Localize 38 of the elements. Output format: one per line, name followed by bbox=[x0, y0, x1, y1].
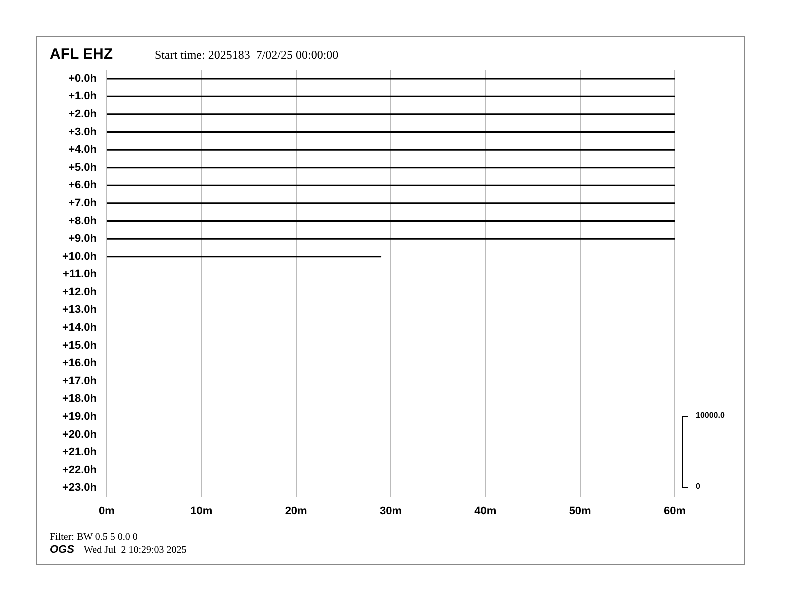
chart-subtitle: Start time: 2025183 7/02/25 00:00:00 bbox=[155, 48, 339, 62]
y-tick-label: +5.0h bbox=[68, 162, 98, 174]
y-tick-label: +22.0h bbox=[62, 464, 98, 476]
y-tick-label: +14.0h bbox=[62, 322, 98, 334]
chart-title: AFL EHZ bbox=[50, 46, 114, 63]
y-tick-label: +8.0h bbox=[68, 215, 98, 228]
y-tick-label: +16.0h bbox=[62, 358, 98, 370]
y-tick-label: +3.0h bbox=[68, 126, 98, 138]
text: Wed Jul 2 10:29:03 2025 bbox=[84, 545, 187, 556]
y-tick-label: +0.0h bbox=[68, 72, 98, 85]
y-tick-label: +9.0h bbox=[68, 233, 98, 246]
y-tick-label: +12.0h bbox=[62, 286, 98, 298]
y-tick-label: +10.0h bbox=[62, 250, 98, 263]
x-tick-label: 60m bbox=[664, 506, 686, 518]
y-tick-label: +13.0h bbox=[62, 304, 98, 316]
y-tick-label: +11.0h bbox=[63, 268, 98, 281]
x-tick-label: 40m bbox=[474, 506, 497, 518]
text: Filter: BW 0.5 5 0.0 0 bbox=[50, 532, 138, 543]
text: OGS bbox=[50, 544, 74, 556]
y-tick-label: +23.0h bbox=[62, 482, 98, 494]
x-tick-label: 10m bbox=[190, 506, 213, 518]
y-tick-label: +7.0h bbox=[68, 197, 98, 210]
y-tick-label: +2.0h bbox=[68, 108, 98, 121]
y-tick-label: +4.0h bbox=[68, 144, 98, 156]
y-tick-label: +1.0h bbox=[68, 90, 98, 103]
y-tick-label: +6.0h bbox=[68, 180, 98, 192]
y-tick-label: +18.0h bbox=[62, 393, 98, 406]
y-tick-label: +20.0h bbox=[62, 428, 98, 441]
x-tick-label: 50m bbox=[569, 506, 592, 518]
x-tick-label: 20m bbox=[285, 506, 308, 518]
y-tick-label: +21.0h bbox=[62, 446, 98, 459]
y-tick-label: +15.0h bbox=[62, 340, 98, 352]
x-tick-label: 30m bbox=[380, 506, 402, 518]
y-tick-label: +19.0h bbox=[62, 410, 98, 423]
x-tick-label: 0m bbox=[99, 506, 116, 518]
y-tick-label: +17.0h bbox=[62, 375, 98, 388]
text: 0 bbox=[696, 482, 700, 491]
text: 10000.0 bbox=[696, 411, 725, 420]
